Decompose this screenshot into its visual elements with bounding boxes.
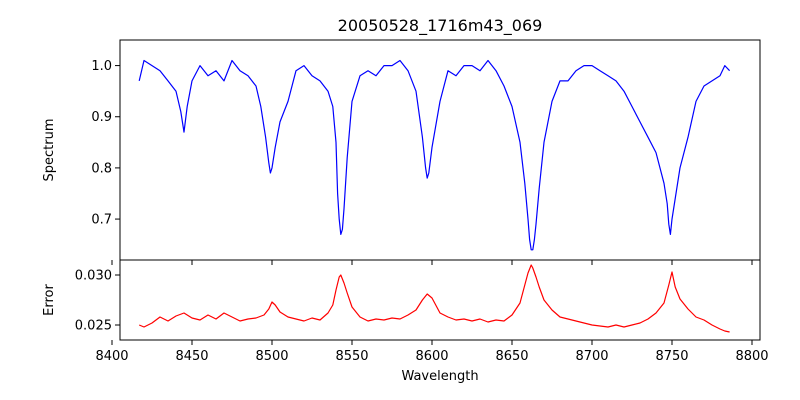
x-tick-label: 8750 bbox=[655, 349, 688, 364]
x-tick-label: 8400 bbox=[95, 349, 128, 364]
y-tick-label: 1.0 bbox=[91, 59, 112, 74]
error-y-ticks: 0.025 0.030 bbox=[75, 269, 120, 334]
error-series-line-0 bbox=[138, 264, 730, 333]
x-tick-label: 8800 bbox=[735, 349, 768, 364]
x-tick-label: 8700 bbox=[575, 349, 608, 364]
error-plot-area bbox=[138, 264, 730, 333]
x-tick-label: 8500 bbox=[255, 349, 288, 364]
spectrum-series-line-0 bbox=[138, 59, 731, 251]
error-x-ticks: 8400 8450 8500 8550 8600 8650 8700 8750 8800 bbox=[95, 340, 769, 364]
chart-title: 20050528_1716m43_069 bbox=[338, 16, 543, 36]
error-axes-frame bbox=[119, 259, 761, 341]
y-tick-label: 0.9 bbox=[91, 110, 112, 125]
spectrum-x-ticks bbox=[111, 260, 753, 265]
x-tick-label: 8450 bbox=[175, 349, 208, 364]
y-tick-label: 0.7 bbox=[91, 213, 112, 228]
spectrum-y-ticks: 0.7 0.8 0.9 1.0 bbox=[91, 59, 120, 228]
x-tick-label: 8650 bbox=[495, 349, 528, 364]
y-tick-label: 0.025 bbox=[75, 319, 112, 334]
y-tick-label: 0.030 bbox=[75, 269, 112, 284]
y-tick-label: 0.8 bbox=[91, 161, 112, 176]
x-tick-label: 8600 bbox=[415, 349, 448, 364]
spectrum-plot-area bbox=[138, 59, 731, 251]
spectrum-y-axis-label: Spectrum bbox=[42, 119, 57, 182]
error-y-axis-label: Error bbox=[42, 284, 57, 316]
x-axis-label: Wavelength bbox=[401, 369, 478, 384]
x-tick-label: 8550 bbox=[335, 349, 368, 364]
